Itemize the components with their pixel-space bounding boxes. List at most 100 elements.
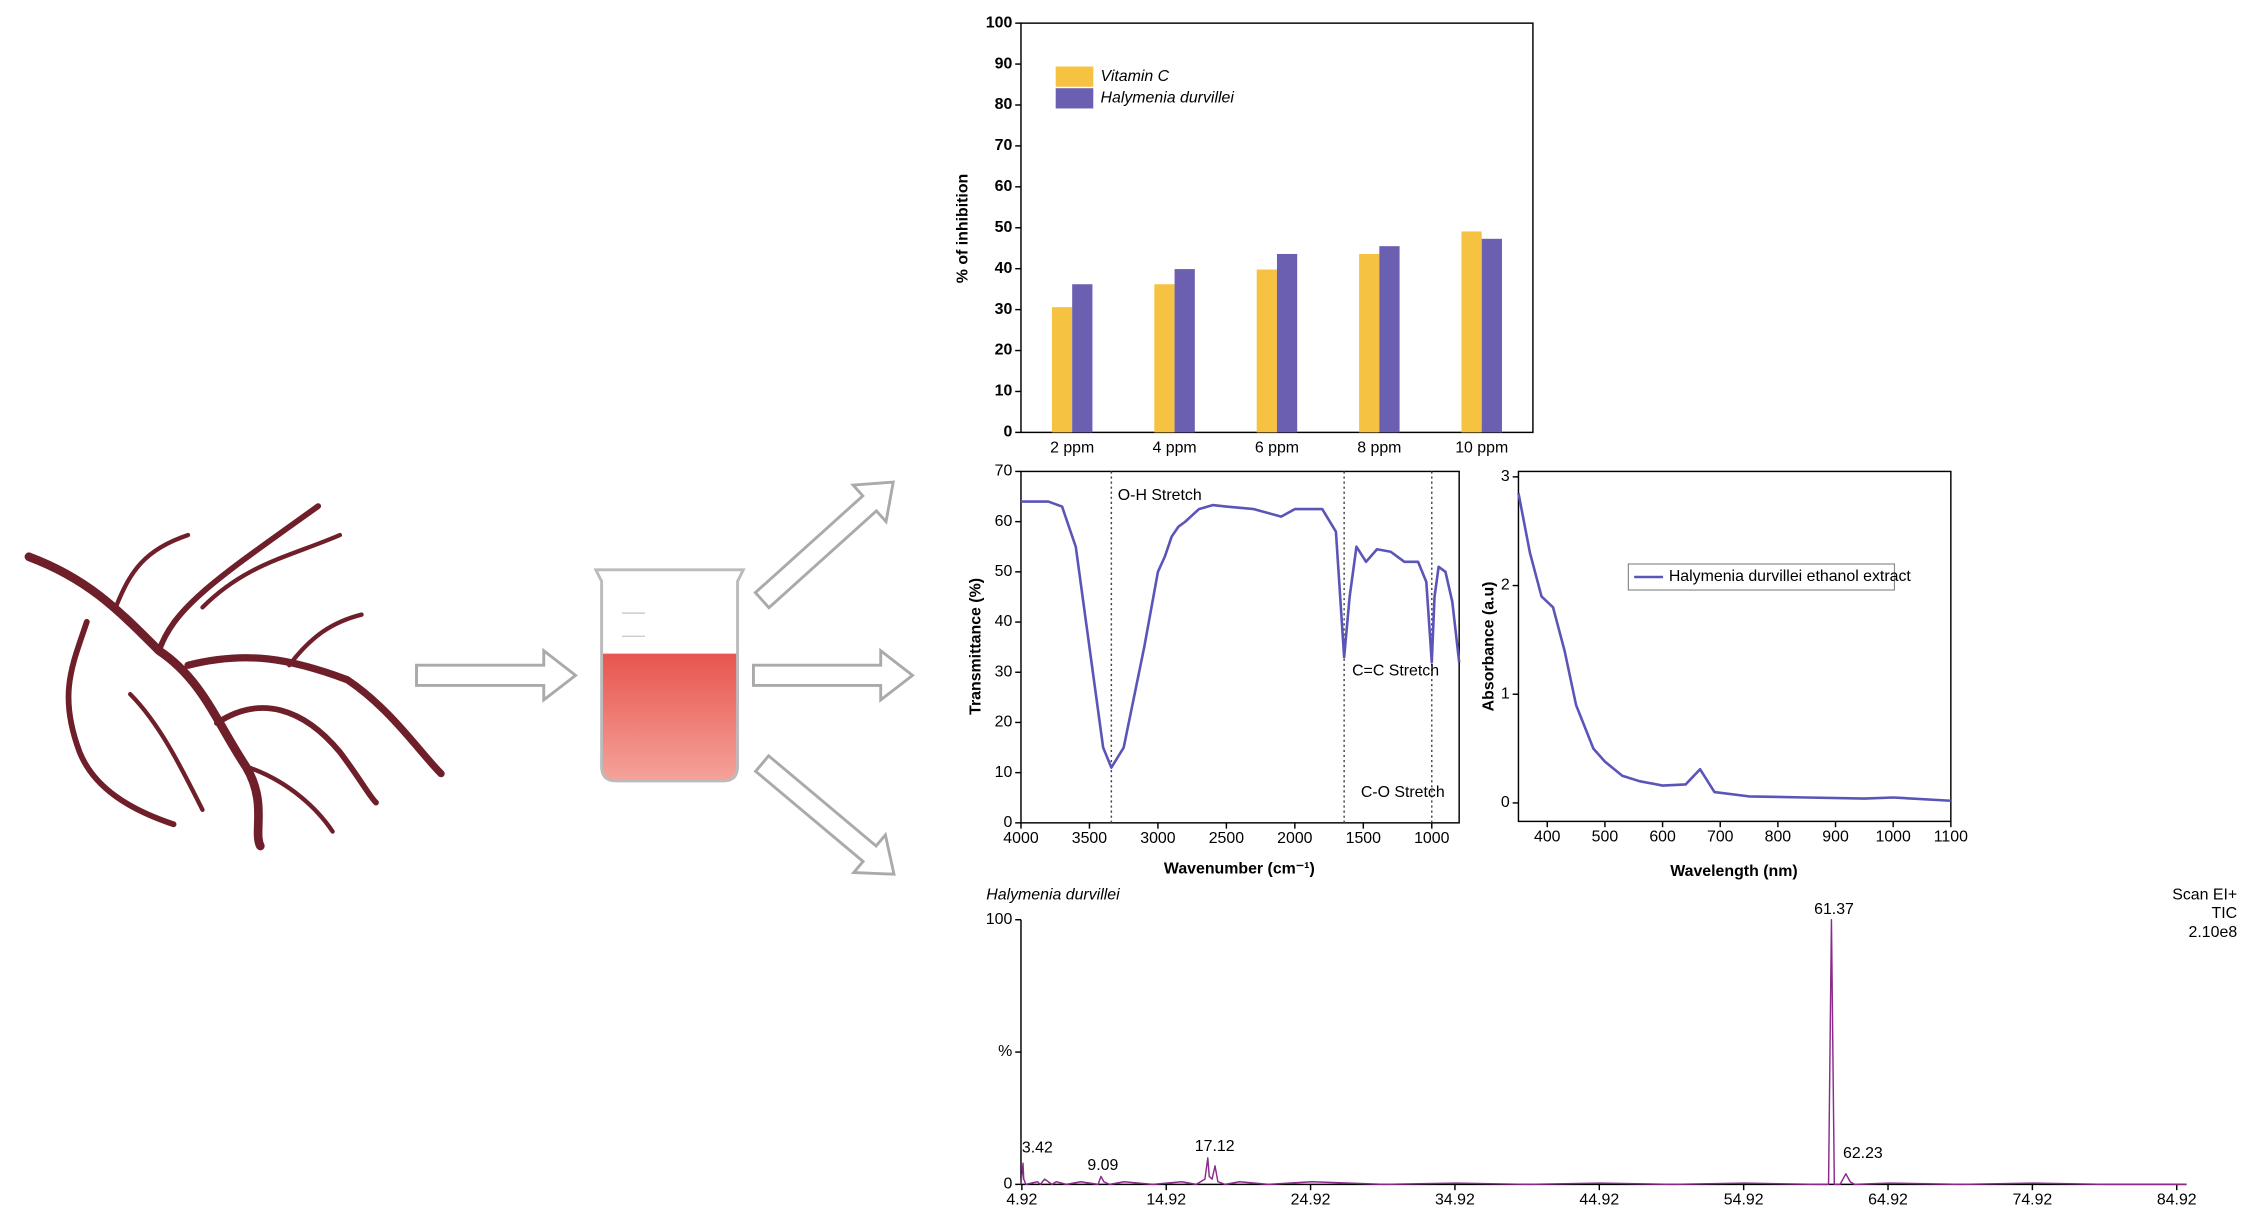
series-line [1020, 919, 2187, 1186]
plot-frame [1517, 470, 1952, 823]
x-tick-label: 4 ppm [1152, 440, 1196, 457]
series-line [1020, 500, 1461, 769]
bar [1051, 307, 1073, 433]
x-tick-label: 8 ppm [1357, 440, 1401, 457]
y-tick-label: 90 [995, 55, 1013, 72]
y-tick-label: 100 [986, 14, 1013, 31]
y-tick-label: 3 [1501, 468, 1510, 485]
annotation: 62.23 [1843, 1145, 1883, 1162]
bar [1379, 246, 1400, 433]
y-tick-label: 70 [995, 463, 1013, 480]
bar [1461, 231, 1482, 433]
x-tick-label: 3000 [1140, 830, 1176, 847]
y-tick-label: 30 [995, 301, 1013, 318]
x-tick-label: 1000 [1876, 829, 1912, 846]
y-tick-label: 40 [995, 613, 1013, 630]
x-tick-label: 6 ppm [1255, 440, 1299, 457]
legend-swatch [1055, 66, 1094, 87]
x-tick-label: 1100 [1934, 829, 1968, 846]
x-tick-label: 24.92 [1291, 1191, 1331, 1208]
y-tick-label: 0 [1501, 794, 1510, 811]
chart-info: TIC [2212, 905, 2238, 922]
bar [1276, 253, 1298, 433]
x-tick-label: 4.92 [1006, 1191, 1037, 1208]
arrows [415, 480, 915, 876]
y-tick-label: 80 [995, 96, 1013, 113]
series-line [1517, 492, 1951, 803]
x-tick-label: 600 [1649, 829, 1676, 846]
x-axis-title: Wavelength (nm) [1670, 863, 1797, 880]
annotation: 9.09 [1087, 1157, 1118, 1174]
x-tick-label: 54.92 [1724, 1191, 1764, 1208]
annotation: O-H Stretch [1118, 487, 1202, 504]
y-tick-label: 10 [995, 764, 1013, 781]
legend-label: Vitamin C [1101, 68, 1170, 85]
chart: 0 10 20 30 40 50 60 70 80 90 100 % of inhibition 2 p… [954, 14, 1534, 457]
bar [1174, 269, 1195, 433]
y-tick-label: 60 [995, 178, 1013, 195]
x-axis-title: Wavenumber (cm⁻¹) [1164, 860, 1315, 877]
y-tick-label: 0 [1003, 814, 1012, 831]
x-tick-label: 14.92 [1146, 1191, 1186, 1208]
beaker [593, 568, 746, 783]
chart-title: Halymenia durvillei [986, 886, 1120, 903]
x-tick-label: 2 ppm [1050, 440, 1094, 457]
y-tick-label: 10 [995, 383, 1013, 400]
y-axis-title: % of inhibition [954, 174, 971, 283]
x-tick-label: 44.92 [1579, 1191, 1619, 1208]
x-tick-label: 2000 [1277, 830, 1313, 847]
x-tick-label: 1500 [1346, 830, 1382, 847]
seaweed [24, 503, 445, 851]
legend-label: Halymenia durvillei ethanol extract [1669, 568, 1912, 585]
y-tick-label: 100 [986, 911, 1013, 928]
x-tick-label: 400 [1534, 829, 1561, 846]
chart: 0 10 20 30 40 50 60 70 4000 3500 3000 2500 2000 1500 1… [967, 463, 1461, 877]
bar [1481, 238, 1502, 433]
x-tick-label: 800 [1765, 829, 1792, 846]
annotation: 17.12 [1195, 1138, 1235, 1155]
annotation: 61.37 [1814, 901, 1854, 918]
chart: 0% 100 4.92 14.92 24.92 34.92 44.92 54.92 64.92 7… [986, 886, 2238, 1208]
x-tick-label: 84.92 [2157, 1191, 2197, 1208]
x-tick-label: 1000 [1414, 830, 1450, 847]
x-tick-label: 700 [1707, 829, 1734, 846]
bar [1072, 284, 1093, 433]
chart-info: 2.10e8 [2189, 924, 2238, 941]
y-tick-label: 30 [995, 663, 1013, 680]
y-tick-label: 40 [995, 260, 1013, 277]
x-tick-label: 2500 [1209, 830, 1245, 847]
bar [1154, 284, 1175, 433]
y-tick-label: 50 [995, 563, 1013, 580]
annotation: 3.42 [1022, 1139, 1053, 1156]
bar [1256, 269, 1277, 433]
chart: 0 1 2 3 400 500 600 700 800 900 1000 1100 Absorbance… [1481, 468, 1968, 880]
plot-frame [1020, 470, 1460, 824]
legend-box [1627, 563, 1896, 591]
x-tick-label: 900 [1822, 829, 1849, 846]
y-tick-label: 60 [995, 513, 1013, 530]
y-tick-label: 20 [995, 714, 1013, 731]
x-tick-label: 500 [1592, 829, 1619, 846]
x-tick-label: 3500 [1072, 830, 1108, 847]
x-tick-label: 74.92 [2013, 1191, 2053, 1208]
y-tick-label: 20 [995, 342, 1013, 359]
legend-swatch [1055, 88, 1094, 109]
annotation: C=C Stretch [1352, 662, 1439, 679]
y-axis-title: Transmittance (%) [967, 578, 984, 715]
y-tick-label: 0 [1003, 1176, 1012, 1193]
x-tick-label: 34.92 [1435, 1191, 1475, 1208]
bar [1359, 253, 1380, 433]
annotation: C-O Stretch [1361, 784, 1445, 801]
y-tick-label: 2 [1501, 577, 1510, 594]
chart-info: Scan EI+ [2172, 886, 2237, 903]
y-axis-title: Absorbance (a.u) [1481, 582, 1498, 712]
y-tick-label: 70 [995, 137, 1013, 154]
y-tick-label: 0 [1003, 424, 1012, 441]
x-tick-label: 10 ppm [1455, 440, 1508, 457]
y-tick-label: % [998, 1043, 1012, 1060]
legend-label: Halymenia durvillei [1101, 90, 1235, 107]
y-tick-label: 50 [995, 219, 1013, 236]
y-tick-label: 1 [1501, 685, 1510, 702]
